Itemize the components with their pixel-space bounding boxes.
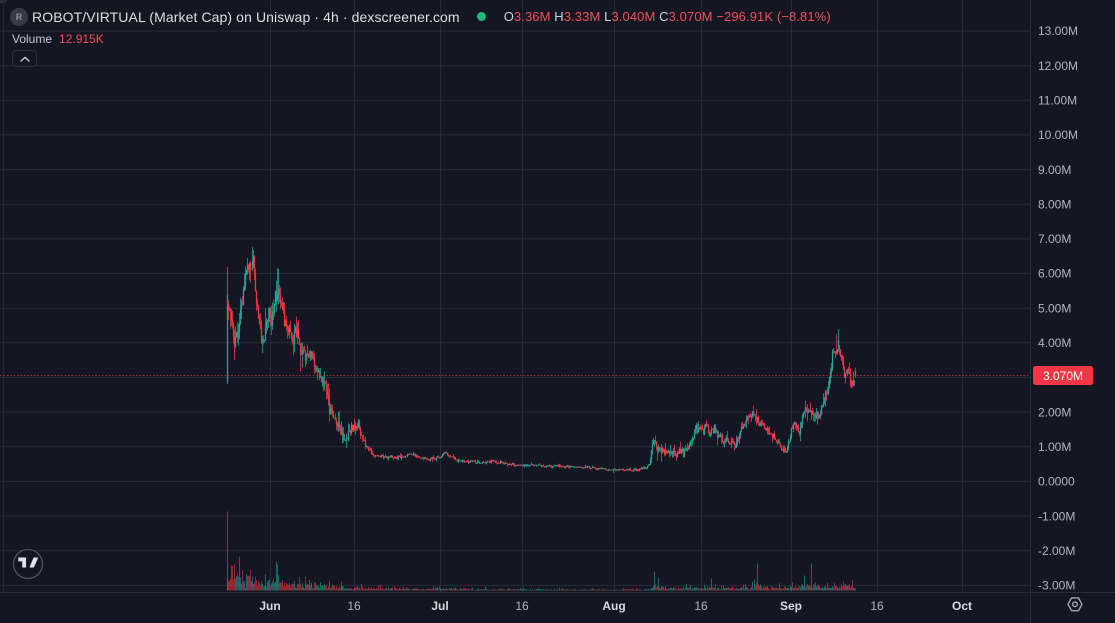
svg-text:9.00M: 9.00M (1038, 163, 1071, 177)
svg-text:16: 16 (347, 599, 361, 613)
svg-text:10.00M: 10.00M (1038, 128, 1078, 142)
svg-text:-3.00M: -3.00M (1038, 579, 1075, 593)
svg-text:-2.00M: -2.00M (1038, 544, 1075, 558)
svg-text:Aug: Aug (602, 599, 625, 613)
svg-text:Jul: Jul (431, 599, 448, 613)
svg-text:5.00M: 5.00M (1038, 301, 1071, 315)
svg-text:16: 16 (870, 599, 884, 613)
svg-text:Jun: Jun (259, 599, 280, 613)
svg-text:7.00M: 7.00M (1038, 232, 1071, 246)
svg-text:1.00M: 1.00M (1038, 440, 1071, 454)
svg-text:0.0000: 0.0000 (1038, 475, 1075, 489)
svg-text:13.00M: 13.00M (1038, 24, 1078, 38)
svg-text:16: 16 (515, 599, 529, 613)
svg-text:-1.00M: -1.00M (1038, 509, 1075, 523)
svg-text:12.00M: 12.00M (1038, 59, 1078, 73)
svg-text:2.00M: 2.00M (1038, 405, 1071, 419)
svg-text:16: 16 (694, 599, 708, 613)
svg-text:3.070M: 3.070M (1043, 369, 1083, 383)
svg-text:11.00M: 11.00M (1038, 94, 1077, 108)
svg-text:Sep: Sep (780, 599, 802, 613)
svg-text:6.00M: 6.00M (1038, 267, 1071, 281)
svg-text:8.00M: 8.00M (1038, 197, 1071, 211)
svg-text:Oct: Oct (952, 599, 972, 613)
svg-text:4.00M: 4.00M (1038, 336, 1071, 350)
